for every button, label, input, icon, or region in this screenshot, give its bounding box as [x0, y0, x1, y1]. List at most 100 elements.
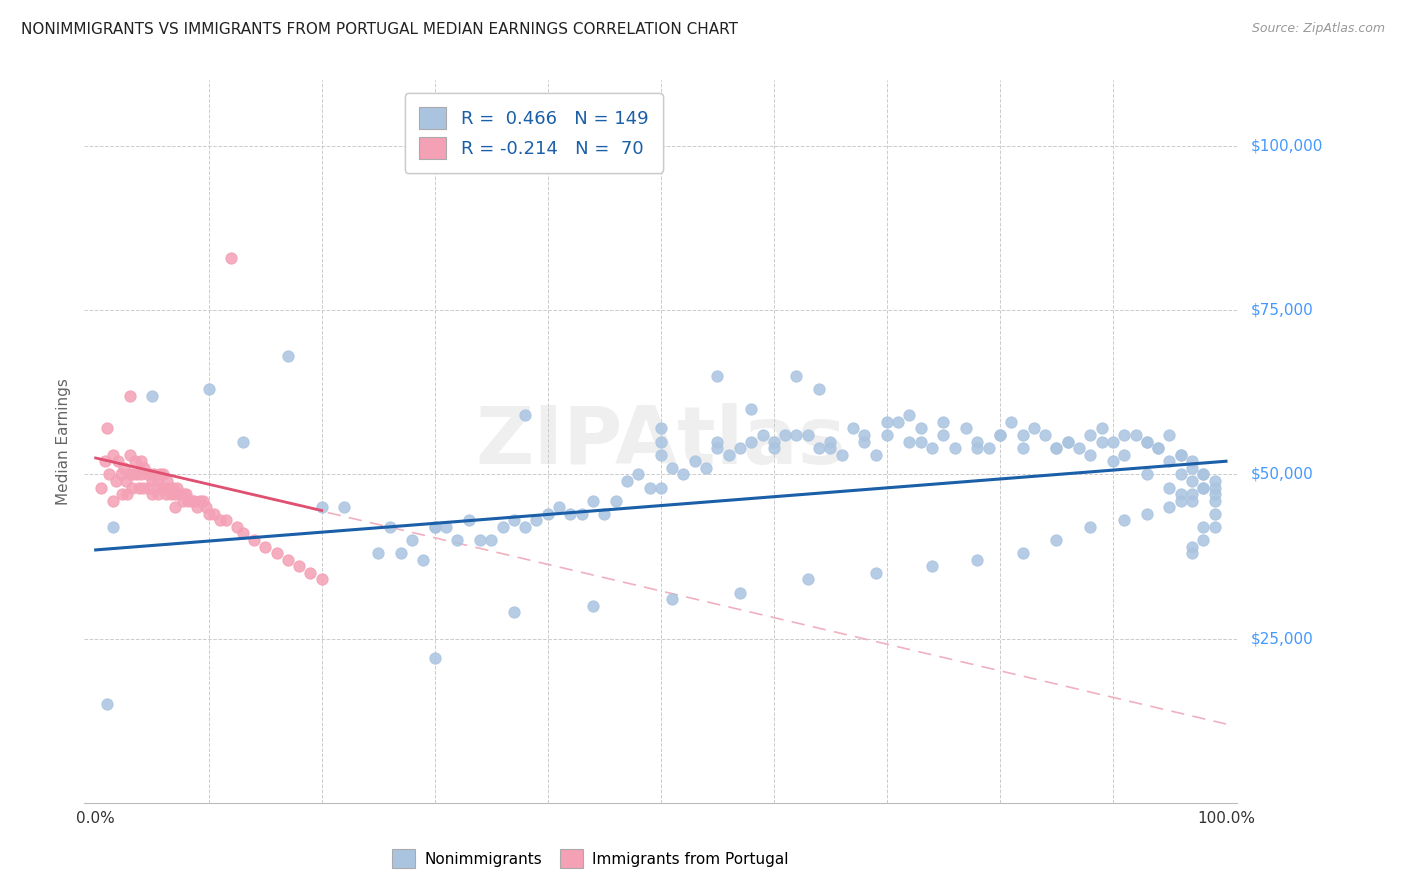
- Point: [910, 421, 932, 435]
- Point: [491, 520, 513, 534]
- Text: $75,000: $75,000: [1251, 302, 1315, 318]
- Point: [1181, 540, 1204, 554]
- Point: [706, 434, 728, 449]
- Point: [163, 500, 186, 515]
- Point: [921, 441, 943, 455]
- Point: [842, 421, 865, 435]
- Point: [977, 441, 1000, 455]
- Point: [650, 434, 672, 449]
- Point: [468, 533, 491, 547]
- Point: [162, 481, 184, 495]
- Point: [797, 573, 820, 587]
- Point: [1045, 533, 1067, 547]
- Point: [887, 415, 910, 429]
- Point: [560, 507, 582, 521]
- Point: [134, 460, 156, 475]
- Point: [740, 434, 762, 449]
- Point: [156, 474, 179, 488]
- Point: [1033, 428, 1056, 442]
- Text: NONIMMIGRANTS VS IMMIGRANTS FROM PORTUGAL MEDIAN EARNINGS CORRELATION CHART: NONIMMIGRANTS VS IMMIGRANTS FROM PORTUGA…: [21, 22, 738, 37]
- Point: [1078, 428, 1101, 442]
- Point: [515, 520, 537, 534]
- Point: [1159, 481, 1181, 495]
- Point: [808, 441, 831, 455]
- Point: [197, 507, 219, 521]
- Point: [853, 434, 876, 449]
- Point: [152, 481, 174, 495]
- Y-axis label: Median Earnings: Median Earnings: [56, 378, 72, 505]
- Point: [118, 388, 141, 402]
- Point: [423, 520, 446, 534]
- Point: [1045, 441, 1067, 455]
- Point: [1192, 467, 1215, 482]
- Point: [1114, 448, 1136, 462]
- Point: [1170, 467, 1192, 482]
- Point: [155, 487, 177, 501]
- Point: [423, 520, 446, 534]
- Point: [661, 460, 683, 475]
- Point: [214, 513, 236, 527]
- Point: [446, 533, 468, 547]
- Point: [785, 368, 807, 383]
- Point: [127, 467, 149, 482]
- Point: [90, 481, 112, 495]
- Point: [955, 421, 977, 435]
- Point: [1136, 467, 1159, 482]
- Point: [571, 507, 593, 521]
- Point: [479, 533, 502, 547]
- Point: [650, 481, 672, 495]
- Point: [1181, 493, 1204, 508]
- Point: [1078, 448, 1101, 462]
- Point: [932, 415, 955, 429]
- Point: [367, 546, 389, 560]
- Point: [197, 382, 219, 396]
- Point: [191, 493, 214, 508]
- Point: [910, 434, 932, 449]
- Point: [876, 415, 898, 429]
- Point: [299, 566, 322, 580]
- Point: [401, 533, 423, 547]
- Point: [118, 467, 141, 482]
- Point: [143, 467, 166, 482]
- Point: [150, 481, 173, 495]
- Point: [1147, 441, 1170, 455]
- Point: [232, 434, 254, 449]
- Point: [333, 500, 356, 515]
- Point: [683, 454, 706, 468]
- Point: [605, 493, 627, 508]
- Point: [1114, 428, 1136, 442]
- Point: [166, 481, 188, 495]
- Point: [1067, 441, 1090, 455]
- Point: [311, 573, 333, 587]
- Point: [389, 546, 412, 560]
- Point: [1136, 434, 1159, 449]
- Text: $25,000: $25,000: [1251, 632, 1315, 646]
- Point: [1011, 546, 1033, 560]
- Point: [129, 454, 152, 468]
- Point: [101, 493, 124, 508]
- Point: [966, 441, 988, 455]
- Legend: Nonimmigrants, Immigrants from Portugal: Nonimmigrants, Immigrants from Portugal: [384, 841, 797, 875]
- Point: [152, 467, 174, 482]
- Point: [1091, 421, 1114, 435]
- Point: [138, 481, 160, 495]
- Point: [121, 481, 143, 495]
- Point: [650, 421, 672, 435]
- Point: [1136, 507, 1159, 521]
- Point: [820, 434, 842, 449]
- Point: [1045, 441, 1067, 455]
- Point: [135, 467, 157, 482]
- Point: [101, 520, 124, 534]
- Point: [1091, 434, 1114, 449]
- Point: [582, 493, 605, 508]
- Point: [117, 487, 139, 501]
- Point: [1192, 481, 1215, 495]
- Point: [226, 520, 249, 534]
- Point: [129, 467, 152, 482]
- Point: [1204, 507, 1226, 521]
- Point: [1204, 487, 1226, 501]
- Text: $100,000: $100,000: [1251, 138, 1323, 153]
- Point: [751, 428, 773, 442]
- Point: [434, 520, 457, 534]
- Point: [966, 553, 988, 567]
